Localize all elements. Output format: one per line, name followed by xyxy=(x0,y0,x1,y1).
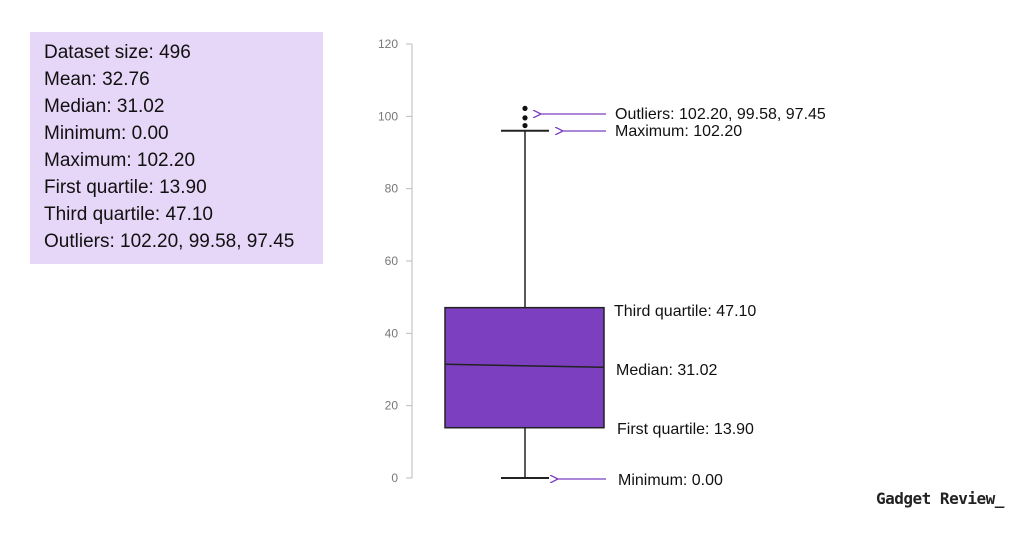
annotation-label-4: First quartile: 13.90 xyxy=(617,421,754,438)
annotation-label-2: Third quartile: 47.10 xyxy=(614,303,756,320)
stat-dataset-size: Dataset size: 496 xyxy=(44,42,191,63)
annotation-label-0: Outliers: 102.20, 99.58, 97.45 xyxy=(615,106,826,123)
brand-logo: Gadget Review_ xyxy=(876,489,1004,508)
stats-panel: Dataset size: 496 Mean: 32.76 Median: 31… xyxy=(30,32,323,264)
y-tick-label-120: 120 xyxy=(378,37,398,51)
outlier-point-2 xyxy=(522,122,528,129)
y-tick-label-20: 20 xyxy=(385,399,399,413)
y-tick-label-0: 0 xyxy=(391,471,398,485)
y-tick-label-100: 100 xyxy=(378,109,398,123)
stat-median: Median: 31.02 xyxy=(44,96,165,117)
y-tick-label-80: 80 xyxy=(385,182,399,196)
annotation-label-3: Median: 31.02 xyxy=(616,362,718,379)
stat-third-quartile: Third quartile: 47.10 xyxy=(44,204,213,225)
outlier-point-0 xyxy=(522,105,528,111)
annotation-label-1: Maximum: 102.20 xyxy=(615,123,742,140)
stat-minimum: Minimum: 0.00 xyxy=(44,123,169,144)
stat-first-quartile: First quartile: 13.90 xyxy=(44,177,207,198)
annotation-label-5: Minimum: 0.00 xyxy=(618,472,723,489)
stat-mean: Mean: 32.76 xyxy=(44,69,150,90)
median-line xyxy=(444,363,605,369)
stat-outliers: Outliers: 102.20, 99.58, 97.45 xyxy=(44,231,295,252)
outlier-point-1 xyxy=(522,115,528,121)
stat-maximum: Maximum: 102.20 xyxy=(44,150,196,171)
y-tick-label-60: 60 xyxy=(385,254,399,268)
iqr-box xyxy=(444,306,605,429)
y-tick-label-40: 40 xyxy=(385,326,399,340)
